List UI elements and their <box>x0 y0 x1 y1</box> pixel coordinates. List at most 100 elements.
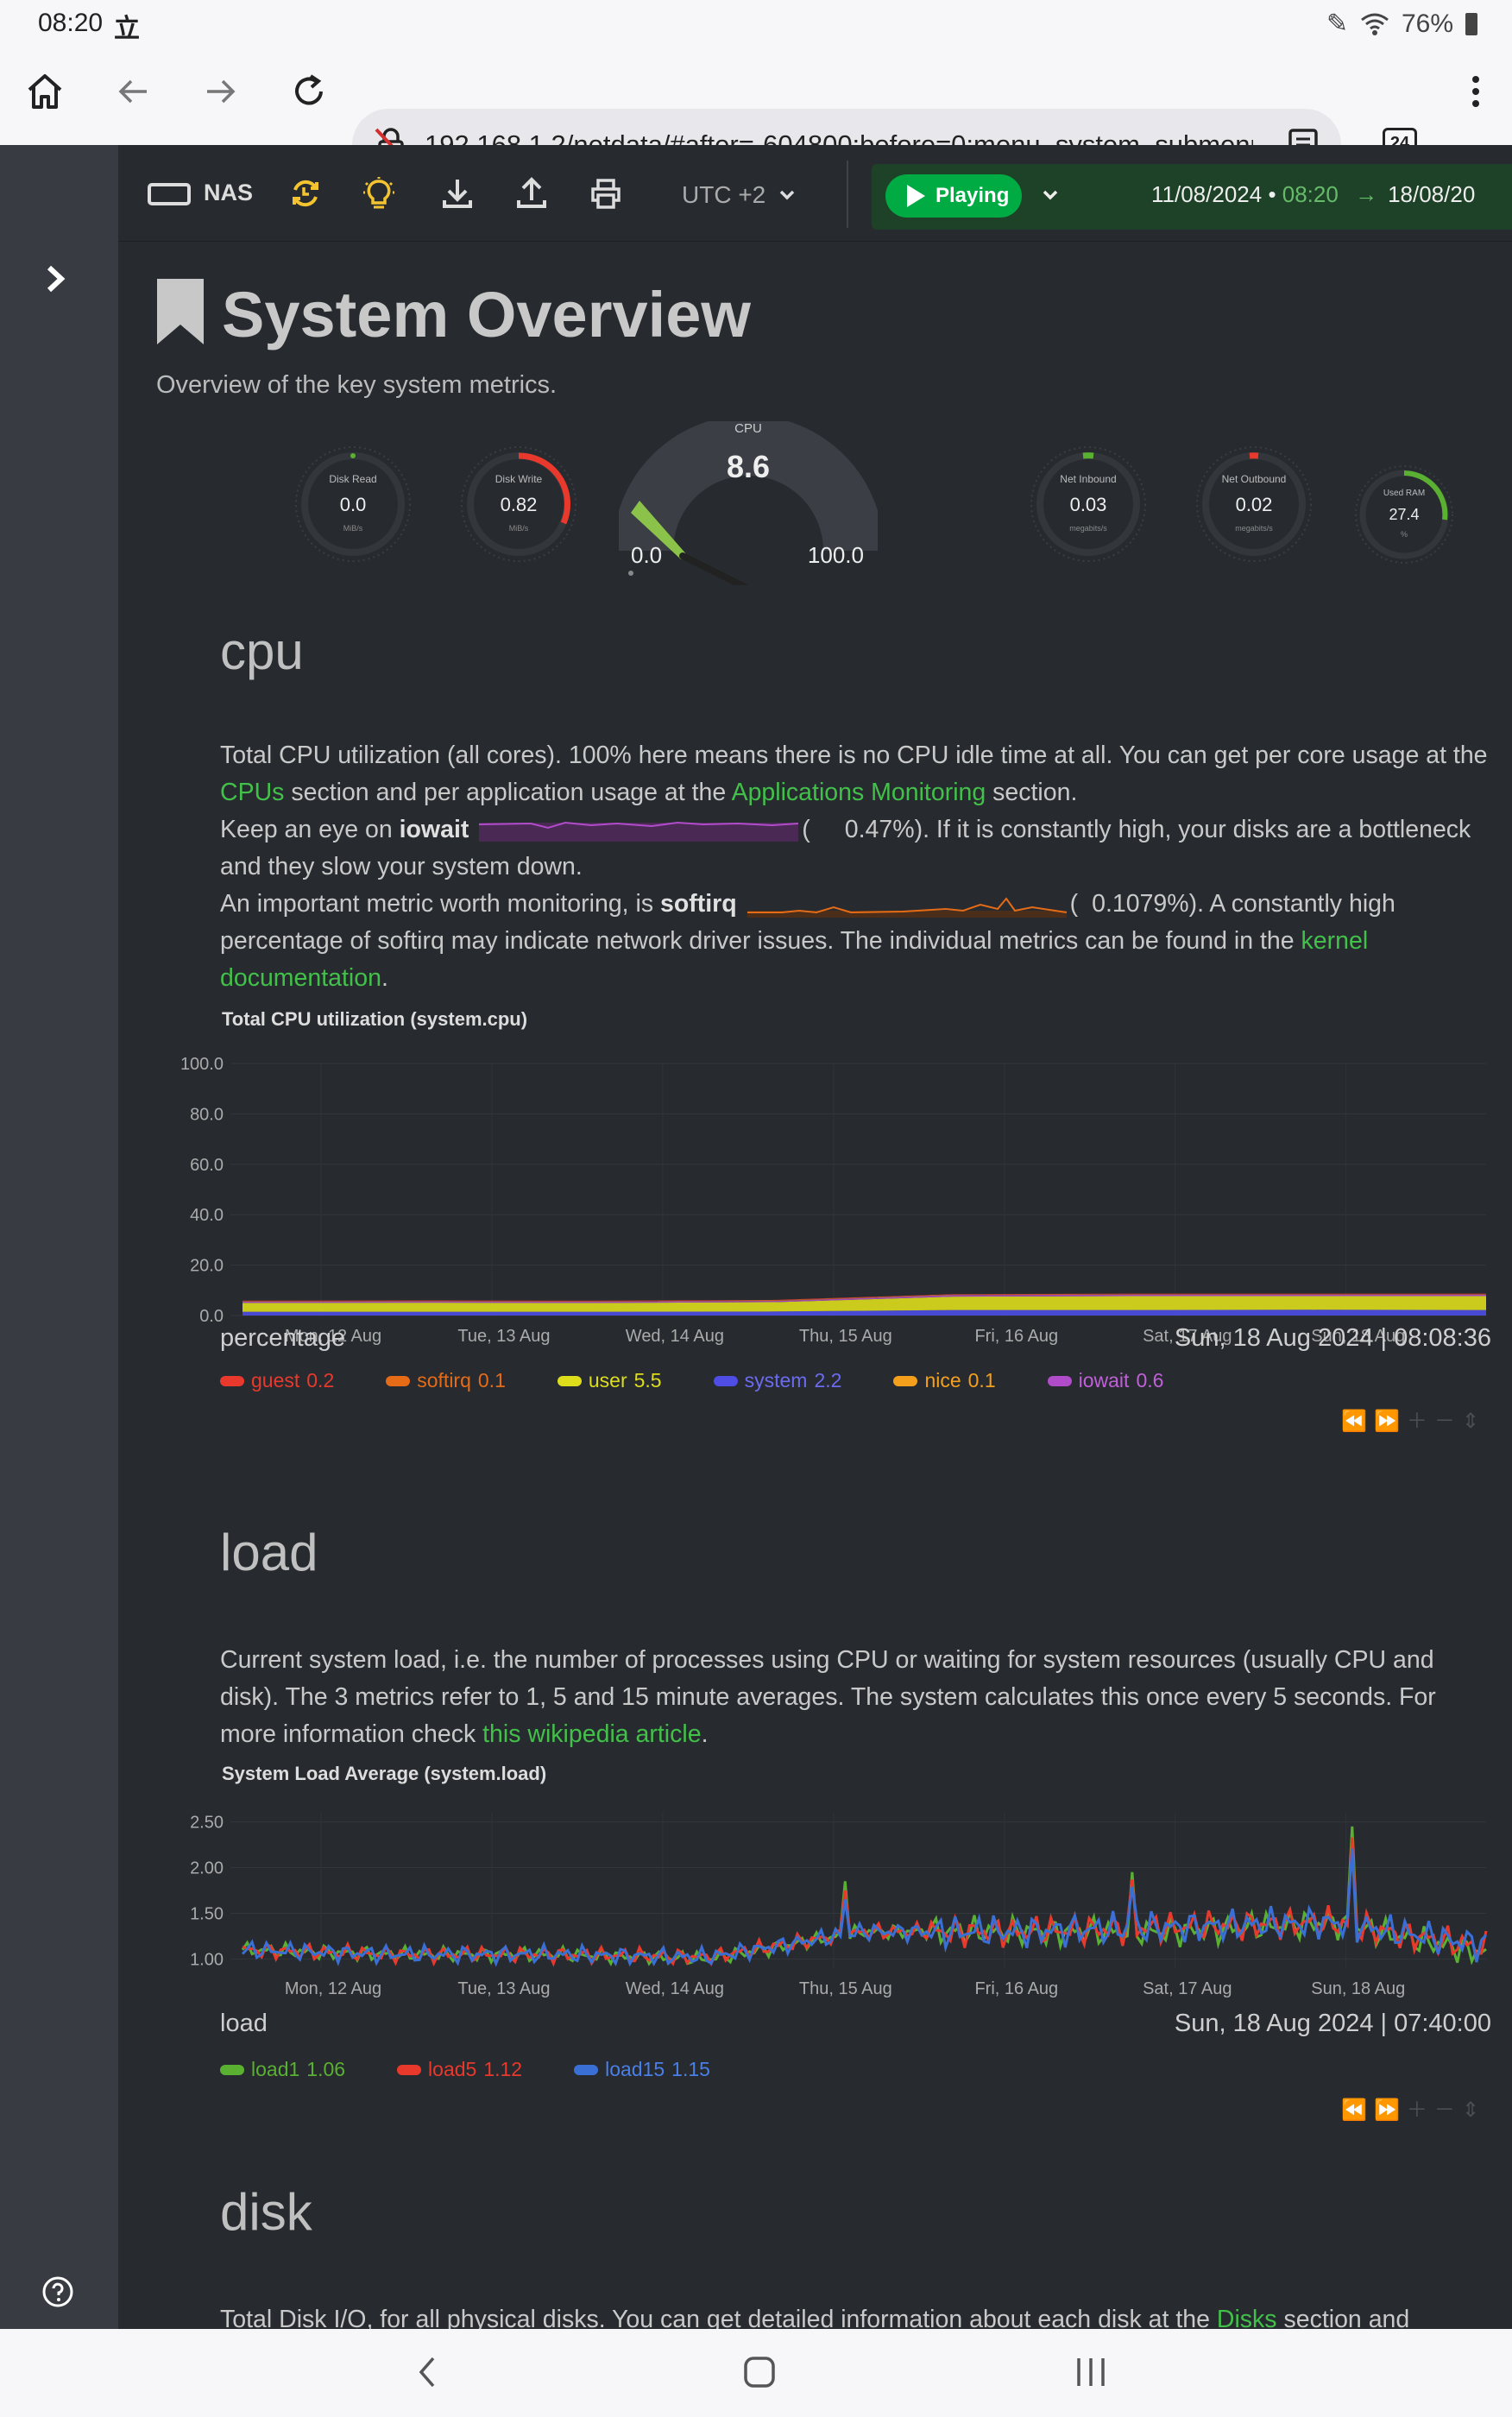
gauge-net-outbound[interactable]: Net Outbound 0.02 megabits/s <box>1192 442 1316 566</box>
y-tick-label: 80.0 <box>190 1105 224 1124</box>
play-button[interactable]: Playing <box>885 174 1022 218</box>
load-chart-controls[interactable]: ⏪⏩＋－⇕ <box>1341 2098 1486 2122</box>
reload-button[interactable] <box>285 67 333 116</box>
notification-icon: 立 <box>114 15 140 43</box>
gauge-value: 0.82 <box>500 494 538 515</box>
status-right: ✎ 76% <box>1326 9 1477 39</box>
legend-item-user[interactable]: user 5.5 <box>557 1369 662 1392</box>
legend-swatch <box>893 1375 918 1386</box>
gauge-cpu[interactable]: CPU 8.6 0.0 100.0 <box>613 415 884 590</box>
import-button[interactable] <box>440 176 475 211</box>
gauge-ring <box>1355 465 1453 564</box>
nav-home-icon[interactable] <box>742 2355 777 2389</box>
line-load1 <box>241 1826 1487 1967</box>
cpu-chart-controls[interactable]: ⏪⏩＋－⇕ <box>1341 1410 1486 1433</box>
legend-item-guest[interactable]: guest 0.2 <box>220 1369 334 1392</box>
x-tick-label: Mon, 12 Aug <box>285 1979 381 1998</box>
timezone-selector[interactable]: UTC +2 <box>682 181 795 209</box>
disk-p1b: section and <box>1276 2306 1410 2329</box>
browser-toolbar: 192.168.1.2/netdata/#after=-604800;befor… <box>0 48 1512 181</box>
back-button[interactable] <box>109 67 157 116</box>
cpu-chart-timestamp: Sun, 18 Aug 2024 | 08:08:36 <box>1174 1324 1491 1352</box>
gauge-ring <box>1030 446 1146 562</box>
home-button[interactable] <box>21 67 69 116</box>
arrow-right-icon: → <box>1355 181 1378 207</box>
toolbar-divider <box>847 161 848 228</box>
alarms-button[interactable] <box>362 176 395 211</box>
expand-sidebar-icon[interactable] <box>45 264 67 293</box>
gauge-value: 0.0 <box>339 494 367 515</box>
legend-swatch <box>220 2064 244 2075</box>
legend-item-load5[interactable]: load5 1.12 <box>397 2058 522 2081</box>
y-tick-label: 1.50 <box>190 1904 224 1923</box>
load-chart-timestamp: Sun, 18 Aug 2024 | 07:40:00 <box>1174 2010 1491 2037</box>
x-tick-label: Thu, 15 Aug <box>799 1327 892 1346</box>
x-tick-label: Sat, 17 Aug <box>1143 1327 1232 1346</box>
x-tick-label: Fri, 16 Aug <box>974 1979 1058 1998</box>
gauge-used-ram[interactable]: Used RAM 27.4 % <box>1352 463 1456 566</box>
cpu-p3c: . <box>381 964 388 992</box>
line-load15 <box>241 1848 1488 1967</box>
export-button[interactable] <box>514 176 549 211</box>
kernel-docs-link[interactable]: kernel documentation <box>220 927 1369 992</box>
x-tick-label: Wed, 14 Aug <box>626 1327 724 1346</box>
cpus-link[interactable]: CPUs <box>220 779 285 806</box>
legend-item-load1[interactable]: load1 1.06 <box>220 2058 345 2081</box>
legend-value: 1.15 <box>671 2058 710 2080</box>
cpu-p2b: 0.47%). If it is constantly high, your d… <box>220 816 1471 880</box>
legend-value: 1.06 <box>306 2058 346 2080</box>
apps-monitoring-link[interactable]: Applications Monitoring <box>731 779 986 806</box>
y-tick-label: 1.00 <box>190 1950 224 1969</box>
browser-menu-button[interactable] <box>1458 67 1493 116</box>
iowait-label: iowait <box>399 816 469 843</box>
sync-button[interactable] <box>288 176 323 211</box>
chevron-down-icon <box>780 190 795 200</box>
x-tick-label: Sun, 18 Aug <box>1311 1979 1405 1998</box>
legend-item-load15[interactable]: load15 1.15 <box>574 2058 710 2081</box>
legend-item-softirq[interactable]: softirq 0.1 <box>386 1369 506 1392</box>
print-button[interactable] <box>589 176 623 211</box>
gauge-label: Disk Read <box>329 473 377 485</box>
main-content: System Overview Overview of the key syst… <box>118 242 1512 2329</box>
nav-recents-icon[interactable] <box>1074 2355 1108 2389</box>
gauge-unit: megabits/s <box>1235 524 1273 533</box>
legend-item-system[interactable]: system 2.2 <box>713 1369 841 1392</box>
x-tick-label: Wed, 14 Aug <box>626 1979 724 1998</box>
gauge-min: 0.0 <box>631 542 663 568</box>
host-button[interactable]: NAS <box>147 180 253 206</box>
load-p1b: . <box>701 1720 709 1748</box>
range-start-date: 11/08/2024 <box>1151 181 1263 207</box>
help-icon[interactable] <box>41 2275 74 2308</box>
date-range-picker[interactable]: 11/08/2024 • 08:20 → 18/08/20 <box>1151 181 1475 208</box>
cpu-p1a: Total CPU utilization (all cores). 100% … <box>220 742 1488 769</box>
gauge-value: 27.4 <box>1389 506 1420 523</box>
gauge-net-inbound[interactable]: Net Inbound 0.03 megabits/s <box>1026 442 1150 566</box>
legend-value: 0.1 <box>967 1369 996 1392</box>
load-chart-units: load <box>220 2010 268 2037</box>
gauge-max: 100.0 <box>807 542 864 568</box>
y-tick-label: 100.0 <box>180 1055 224 1074</box>
gauge-label: Used RAM <box>1383 489 1426 498</box>
range-start-time: 08:20 <box>1282 181 1339 207</box>
gauge-disk-write[interactable]: Disk Write 0.82 MiB/s <box>457 442 581 566</box>
legend-name: load5 <box>428 2058 477 2080</box>
server-icon <box>148 182 191 205</box>
load-description: Current system load, i.e. the number of … <box>220 1642 1497 1753</box>
load-p1a: Current system load, i.e. the number of … <box>220 1646 1436 1748</box>
load-chart[interactable]: 2.50 2.00 1.50 1.00 Mon, 12 Aug Tue, 13 Aug We… <box>118 1787 1512 2253</box>
forward-button[interactable] <box>197 67 245 116</box>
legend-swatch <box>557 1375 582 1386</box>
timezone-label: UTC +2 <box>682 181 766 208</box>
wikipedia-link[interactable]: this wikipedia article <box>482 1720 702 1748</box>
iowait-open-paren: ( <box>802 816 810 843</box>
upload-icon <box>517 177 546 208</box>
play-dropdown-icon[interactable] <box>1043 190 1058 200</box>
legend-item-nice[interactable]: nice 0.1 <box>893 1369 996 1392</box>
legend-item-iowait[interactable]: iowait 0.6 <box>1047 1369 1163 1392</box>
cpu-chart[interactable]: 100.0 80.0 60.0 40.0 20.0 0.0 Mon, 12 Aug Tue, … <box>118 1031 1512 1566</box>
disks-link[interactable]: Disks <box>1216 2306 1277 2329</box>
legend-name: user <box>588 1369 627 1392</box>
legend-name: iowait <box>1078 1369 1130 1392</box>
gauge-disk-read[interactable]: Disk Read 0.0 MiB/s <box>291 442 415 566</box>
nav-back-icon[interactable] <box>414 2355 440 2389</box>
